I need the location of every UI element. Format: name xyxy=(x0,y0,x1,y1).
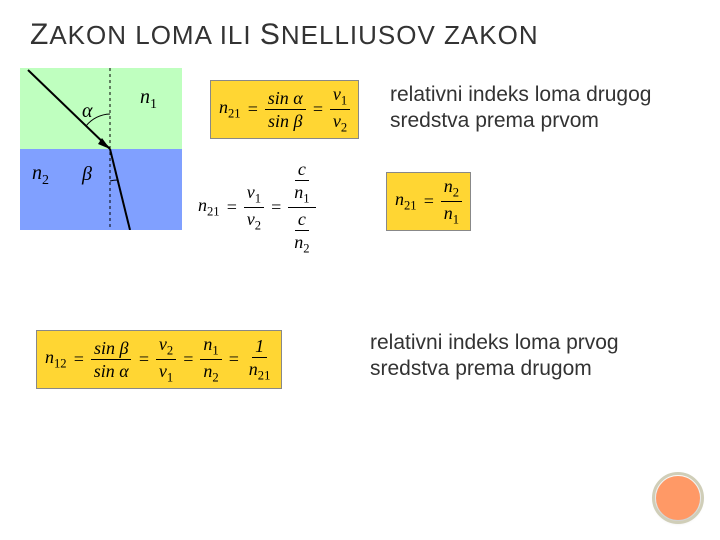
slide-decoration-icon xyxy=(652,472,704,524)
title-part2: NELLIUSOV ZAKON xyxy=(281,20,539,50)
formula-n21-cn: n21 = v1 v2 = cn1 cn2 xyxy=(198,160,316,255)
title-cap2: S xyxy=(260,18,281,51)
title-cap1: Z xyxy=(30,18,49,51)
beta-label: β xyxy=(82,163,92,186)
n2-label: n2 xyxy=(32,162,49,189)
formula-n12: n12 = sin β sin α = v2 v1 = n1 n2 = 1 n2… xyxy=(36,330,282,389)
title-part1: AKON LOMA ILI xyxy=(49,20,260,50)
ray-svg xyxy=(20,68,182,230)
page-title: ZAKON LOMA ILI SNELLIUSOV ZAKON xyxy=(30,18,539,52)
refraction-diagram: α β n1 n2 xyxy=(20,68,182,230)
desc-n12: relativni indeks loma prvog sredstva pre… xyxy=(370,330,680,383)
formula-n21-ratio: n21 = n2 n1 xyxy=(386,172,471,231)
n1-label: n1 xyxy=(140,86,157,113)
alpha-label: α xyxy=(82,100,93,123)
formula-n21-sin: n21 = sin α sin β = v1 v2 xyxy=(210,80,359,139)
desc-n21: relativni indeks loma drugog sredstva pr… xyxy=(390,82,690,135)
